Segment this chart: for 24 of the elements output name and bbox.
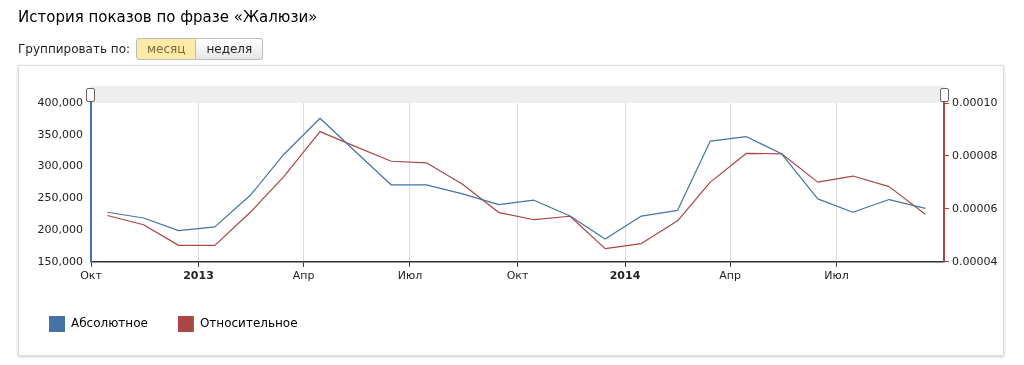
y-tick-label: 200,000	[37, 222, 83, 236]
y2-tick-label: 0.00008	[952, 148, 998, 162]
y-tick-label: 250,000	[37, 191, 83, 205]
text: неделя	[196, 38, 264, 60]
x-tick-label: Окт	[506, 269, 529, 283]
y-tick-label: 400,000	[37, 95, 83, 109]
x-tick-label: Апр	[719, 269, 742, 283]
text: Группировать по:	[18, 42, 131, 56]
y-tick-label: 150,000	[37, 254, 83, 268]
y2-tick-label: 0.00006	[952, 201, 998, 215]
x-tick-label: Окт	[80, 269, 103, 283]
x-tick-label: Июл	[397, 269, 423, 283]
y-tick-label: 300,000	[37, 159, 83, 173]
legend-label: Абсолютное	[71, 316, 148, 331]
text: месяц	[136, 38, 197, 60]
y2-tick-label: 0.00010	[952, 95, 998, 109]
x-tick-label: Апр	[292, 269, 315, 283]
y2-tick-label: 0.00004	[952, 254, 998, 268]
x-tick-label: Июл	[824, 269, 849, 283]
chart-title: История показов по фразе «Жалюзи»	[18, 8, 318, 26]
legend-label: Относительное	[199, 316, 298, 331]
y-tick-label: 350,000	[37, 127, 83, 141]
x-tick-label: 2014	[609, 269, 641, 283]
x-tick-label: 2013	[183, 269, 214, 283]
